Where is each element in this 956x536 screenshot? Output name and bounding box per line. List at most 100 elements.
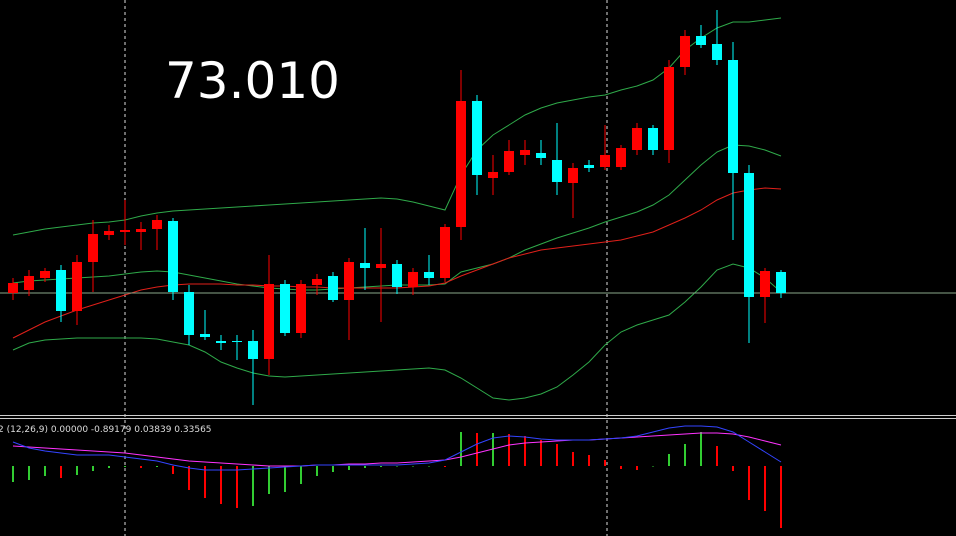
candle-body	[504, 151, 514, 172]
candle-body	[760, 271, 770, 297]
histogram-bar	[428, 466, 430, 467]
candle-body	[664, 67, 674, 150]
histogram-bar	[460, 432, 462, 466]
candle-body	[408, 272, 418, 287]
histogram-bar	[748, 466, 750, 500]
candle-body	[456, 101, 466, 227]
histogram-bar	[108, 466, 110, 468]
histogram-bar	[124, 466, 126, 467]
histogram-bar	[668, 454, 670, 466]
candle-body	[312, 279, 322, 285]
histogram-bar	[316, 466, 318, 476]
histogram-bar	[716, 446, 718, 466]
candle-body	[344, 262, 354, 300]
histogram-bar	[764, 466, 766, 511]
indicator-line	[12, 432, 782, 467]
candle-body	[632, 128, 642, 150]
candle-body	[568, 168, 578, 183]
candle-body	[648, 128, 658, 150]
main-panel	[0, 10, 956, 405]
histogram-bar	[300, 466, 302, 484]
candle-body	[728, 60, 738, 173]
indicator-line	[12, 425, 782, 471]
candle-body	[680, 36, 690, 67]
price-label: 73.010	[165, 52, 340, 110]
histogram-bar	[604, 460, 606, 466]
histogram-bar	[476, 433, 478, 466]
candle-body	[24, 276, 34, 290]
candle-body	[280, 284, 290, 333]
candle-body	[296, 284, 306, 333]
candle-body	[696, 36, 706, 45]
histogram-bar	[268, 466, 270, 494]
candle-body	[616, 148, 626, 167]
histogram-bar	[556, 444, 558, 466]
candle-body	[552, 160, 562, 182]
histogram-bar	[444, 466, 446, 467]
candle-body	[8, 283, 18, 293]
candle-body	[168, 221, 178, 292]
candle-body	[184, 292, 194, 335]
histogram-bar	[172, 466, 174, 474]
candle-body	[104, 231, 114, 235]
candle-body	[776, 272, 786, 293]
histogram-bar	[348, 466, 350, 470]
histogram-bar	[204, 466, 206, 498]
histogram-bar	[252, 466, 254, 506]
histogram-bar	[508, 434, 510, 466]
candle-body	[328, 276, 338, 300]
histogram-bar	[700, 432, 702, 466]
candle-body	[520, 150, 530, 155]
candle-body	[56, 270, 66, 311]
histogram-bar	[380, 466, 382, 467]
candle-body	[584, 165, 594, 168]
indicator-line	[12, 17, 782, 236]
candle-body	[72, 262, 82, 311]
candle-body	[40, 271, 50, 278]
histogram-bar	[12, 466, 14, 482]
histogram-bar	[76, 466, 78, 475]
histogram-bar	[284, 466, 286, 492]
histogram-bar	[60, 466, 62, 478]
candle-body	[216, 341, 226, 343]
indicator-line	[12, 263, 782, 401]
candle-body	[136, 229, 146, 232]
candle-body	[712, 44, 722, 60]
candle-body	[232, 341, 242, 342]
histogram-bar	[636, 466, 638, 470]
candle-body	[392, 264, 402, 287]
candle-body	[264, 284, 274, 359]
histogram-bar	[572, 452, 574, 466]
candle-body	[360, 263, 370, 268]
histogram-bar	[140, 466, 142, 468]
candle-body	[120, 230, 130, 232]
histogram-bar	[188, 466, 190, 490]
histogram-bar	[44, 466, 46, 476]
candle-body	[200, 334, 210, 337]
histogram-bar	[220, 466, 222, 504]
histogram-bar	[156, 466, 158, 467]
histogram-bar	[780, 466, 782, 528]
indicator-label: 2 (12,26,9) 0.00000 -0.89179 0.03839 0.3…	[0, 425, 212, 435]
histogram-bar	[236, 466, 238, 508]
histogram-bar	[732, 466, 734, 471]
histogram-bar	[364, 466, 366, 468]
candle-body	[440, 227, 450, 278]
histogram-bar	[684, 444, 686, 466]
candle-body	[88, 234, 98, 262]
histogram-bar	[540, 440, 542, 466]
histogram-bar	[28, 466, 30, 480]
histogram-bar	[524, 436, 526, 466]
histogram-bar	[92, 466, 94, 471]
candle-body	[152, 220, 162, 229]
histogram-bar	[620, 466, 622, 469]
histogram-bar	[588, 455, 590, 466]
candle-body	[472, 101, 482, 175]
candle-body	[488, 172, 498, 178]
candle-body	[536, 153, 546, 158]
histogram-bar	[396, 466, 398, 467]
candle-body	[248, 341, 258, 359]
candle-body	[744, 173, 754, 297]
